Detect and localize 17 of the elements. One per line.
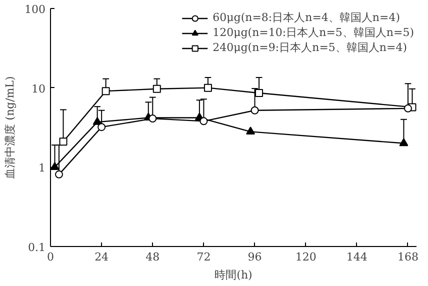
x-tick-label: 120: [295, 250, 316, 264]
x-tick-label: 24: [94, 250, 109, 264]
x-axis-title: 時間(h): [214, 268, 252, 282]
legend-label: 120μg(n=10:日本人n=5、韓国人n=5): [212, 25, 414, 40]
x-tick-label: 72: [196, 250, 211, 264]
legend-label: 240μg(n=9:日本人n=5、韓国人n=4): [212, 40, 407, 55]
x-tick-label: 48: [146, 250, 160, 264]
x-tick-label: 144: [346, 250, 368, 264]
y-tick-label: 1: [38, 162, 46, 175]
x-tick-label: 96: [248, 250, 262, 264]
y-axis-title: 血清中濃度 (ng/mL): [4, 76, 17, 179]
y-tick-label: 100: [24, 3, 46, 16]
x-tick-label: 168: [397, 250, 418, 264]
y-tick-label: 0.1: [28, 241, 46, 254]
y-tick-label: 10: [32, 82, 46, 96]
x-tick-label: 0: [47, 250, 54, 264]
legend-label: 60μg(n=8:日本人n=4、韓国人n=4): [212, 10, 400, 25]
